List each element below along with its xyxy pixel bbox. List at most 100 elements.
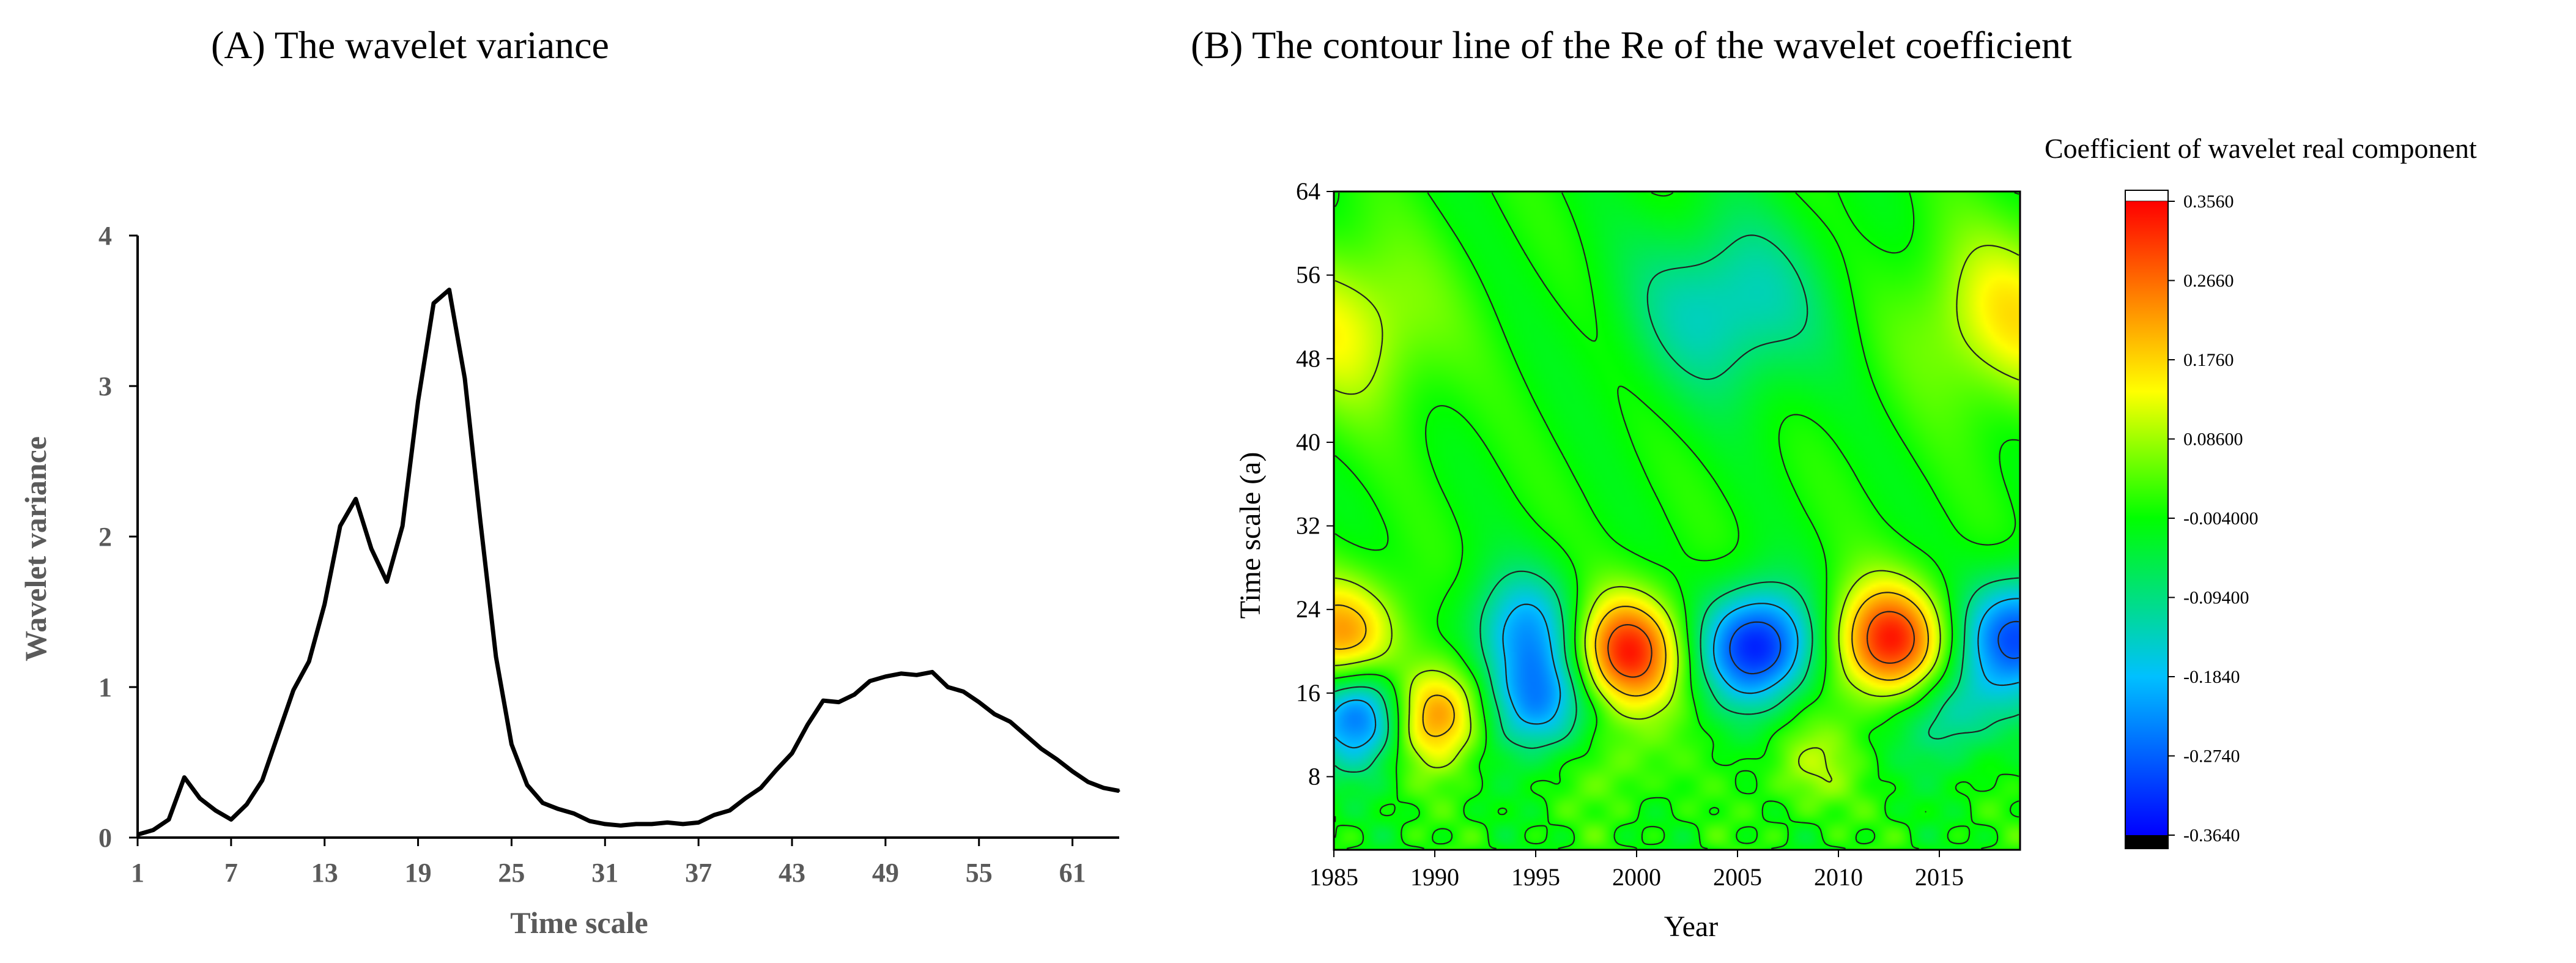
chart-b-plot-area [1334, 191, 2020, 850]
chart-a-y-tick-label: 3 [98, 371, 112, 401]
chart-b-y-tick-label: 48 [1296, 344, 1320, 372]
chart-a-x-tick-label: 55 [966, 858, 993, 888]
chart-b-contour-line [1334, 234, 2019, 773]
chart-a-y-tick-label: 1 [98, 672, 112, 702]
chart-a-xlabel: Time scale [510, 905, 648, 940]
chart-a-data-point [386, 581, 388, 583]
colorbar-tick-label: 0.08600 [2183, 429, 2243, 450]
chart-a-data-point [245, 803, 248, 806]
chart-a-data-point [620, 824, 622, 827]
chart-a-data-point [666, 821, 668, 824]
colorbar-tick-label: -0.3640 [2183, 825, 2240, 846]
chart-a-data-point [572, 812, 575, 815]
chart-a-data-point [324, 603, 326, 606]
chart-a-data-point [588, 820, 591, 822]
chart-a-x-tick-label: 43 [779, 858, 805, 888]
chart-b-contour-line [1334, 598, 2019, 749]
chart-b-ylabel: Time scale (a) [1234, 452, 1267, 619]
chart-b-x-tick-label: 1995 [1511, 863, 1560, 891]
chart-a-y-tick-label: 2 [98, 522, 112, 552]
chart-a-data-point [495, 656, 497, 658]
chart-a-data-point [1071, 770, 1074, 773]
chart-a-data-point [697, 821, 700, 824]
chart-b-y-tick-label: 24 [1296, 595, 1320, 623]
chart-b-y-ticks: 8 16 24 32 40 48 56 64 [1296, 177, 1334, 790]
chart-a-x-ticks: 1 7 13 19 25 31 37 43 49 55 61 [131, 838, 1086, 888]
chart-a-data-point [775, 768, 778, 771]
chart-a-data-point [604, 823, 606, 825]
chart-a-data-point [744, 797, 747, 800]
chart-a-data-point [868, 680, 871, 682]
chart-b-x-ticks: 1985 1990 1995 2000 2005 2010 2015 [1309, 850, 1964, 891]
chart-a-data-point [993, 713, 996, 715]
chart-a-y-tick-label: 0 [98, 823, 112, 853]
chart-b-contour-line [1607, 611, 1915, 678]
chart-b-contour-lines [1334, 191, 2019, 850]
chart-a-series [136, 288, 1120, 837]
colorbar-gradient [2125, 201, 2168, 835]
chart-a-data-point [292, 689, 295, 691]
chart-a-data-point [900, 672, 902, 675]
colorbar-frame [2125, 190, 2169, 849]
chart-a-data-point [152, 829, 154, 831]
chart-b-y-tick-label: 64 [1296, 177, 1320, 205]
chart-a-data-point [682, 823, 684, 825]
chart-a-data-point [1009, 721, 1012, 723]
chart-a-title: (A) The wavelet variance [211, 23, 609, 67]
chart-a-data-point [199, 797, 201, 800]
chart-a-axes [136, 236, 1119, 839]
chart-a-data-point [916, 674, 918, 676]
chart-a-data-point [526, 784, 528, 786]
colorbar-tick-label: -0.09400 [2183, 588, 2249, 608]
chart-a-data-point [464, 377, 466, 380]
chart-b-plot-frame [1333, 190, 2021, 851]
chart-b-contour-line [1729, 620, 2019, 675]
chart-a-x-tick-label: 13 [311, 858, 338, 888]
chart-a-x-tick-label: 7 [224, 858, 238, 888]
colorbar-tick-label: 0.2660 [2183, 271, 2234, 291]
chart-a-data-point [978, 701, 980, 704]
chart-a-data-point [884, 675, 887, 678]
chart-a-x-tick-label: 25 [498, 858, 525, 888]
chart-a-data-point [541, 801, 544, 804]
chart-b-colorbar: Coefficient of wavelet real component 0.… [2045, 133, 2477, 849]
chart-a-data-point [510, 743, 513, 745]
chart-a-data-point [962, 690, 964, 693]
chart-b-y-tick-label: 56 [1296, 261, 1320, 289]
chart-a-data-point [183, 776, 185, 779]
chart-a-series-line [137, 288, 1120, 837]
chart-b: (B) The contour line of the Re of the wa… [1191, 23, 2477, 943]
chart-b-contour-line [1334, 245, 2019, 783]
chart-b-x-tick-label: 1990 [1410, 863, 1459, 891]
chart-a-data-point [728, 809, 731, 812]
chart-b-x-tick-label: 2000 [1612, 863, 1661, 891]
chart-a-data-point [370, 548, 372, 550]
colorbar-bottom-cap [2125, 835, 2168, 849]
chart-a-data-point [448, 289, 451, 291]
chart-a-data-point [261, 779, 264, 782]
colorbar-ticks: 0.3560 0.2660 0.1760 0.08600 -0.004000 -0.094… [2168, 191, 2259, 846]
colorbar-top-cap [2125, 190, 2169, 202]
chart-a-data-point [931, 671, 933, 673]
colorbar-tick-label: 0.3560 [2183, 191, 2234, 212]
chart-a-x-tick-label: 49 [872, 858, 899, 888]
chart-a-data-point [791, 752, 793, 754]
chart-b-y-tick-label: 40 [1296, 428, 1320, 456]
chart-a-x-tick-label: 31 [591, 858, 618, 888]
colorbar-tick-label: -0.1840 [2183, 667, 2240, 687]
chart-a-data-point [339, 525, 341, 527]
chart-a-data-point [308, 660, 310, 663]
chart-a-data-point [713, 814, 716, 816]
chart-a-data-point [853, 693, 856, 696]
colorbar-tick-label: -0.2740 [2183, 746, 2240, 767]
chart-a-data-point [136, 833, 139, 836]
chart-b-y-tick-label: 16 [1296, 679, 1320, 707]
chart-b-title: (B) The contour line of the Re of the wa… [1191, 23, 2072, 67]
chart-a-data-point [635, 823, 637, 825]
chart-b-contour-line [1334, 592, 1929, 737]
chart-b-x-tick-label: 1985 [1309, 863, 1358, 891]
chart-b-xlabel: Year [1664, 910, 1718, 943]
chart-a-y-tick-label: 4 [98, 221, 112, 251]
chart-a-data-point [557, 808, 560, 810]
